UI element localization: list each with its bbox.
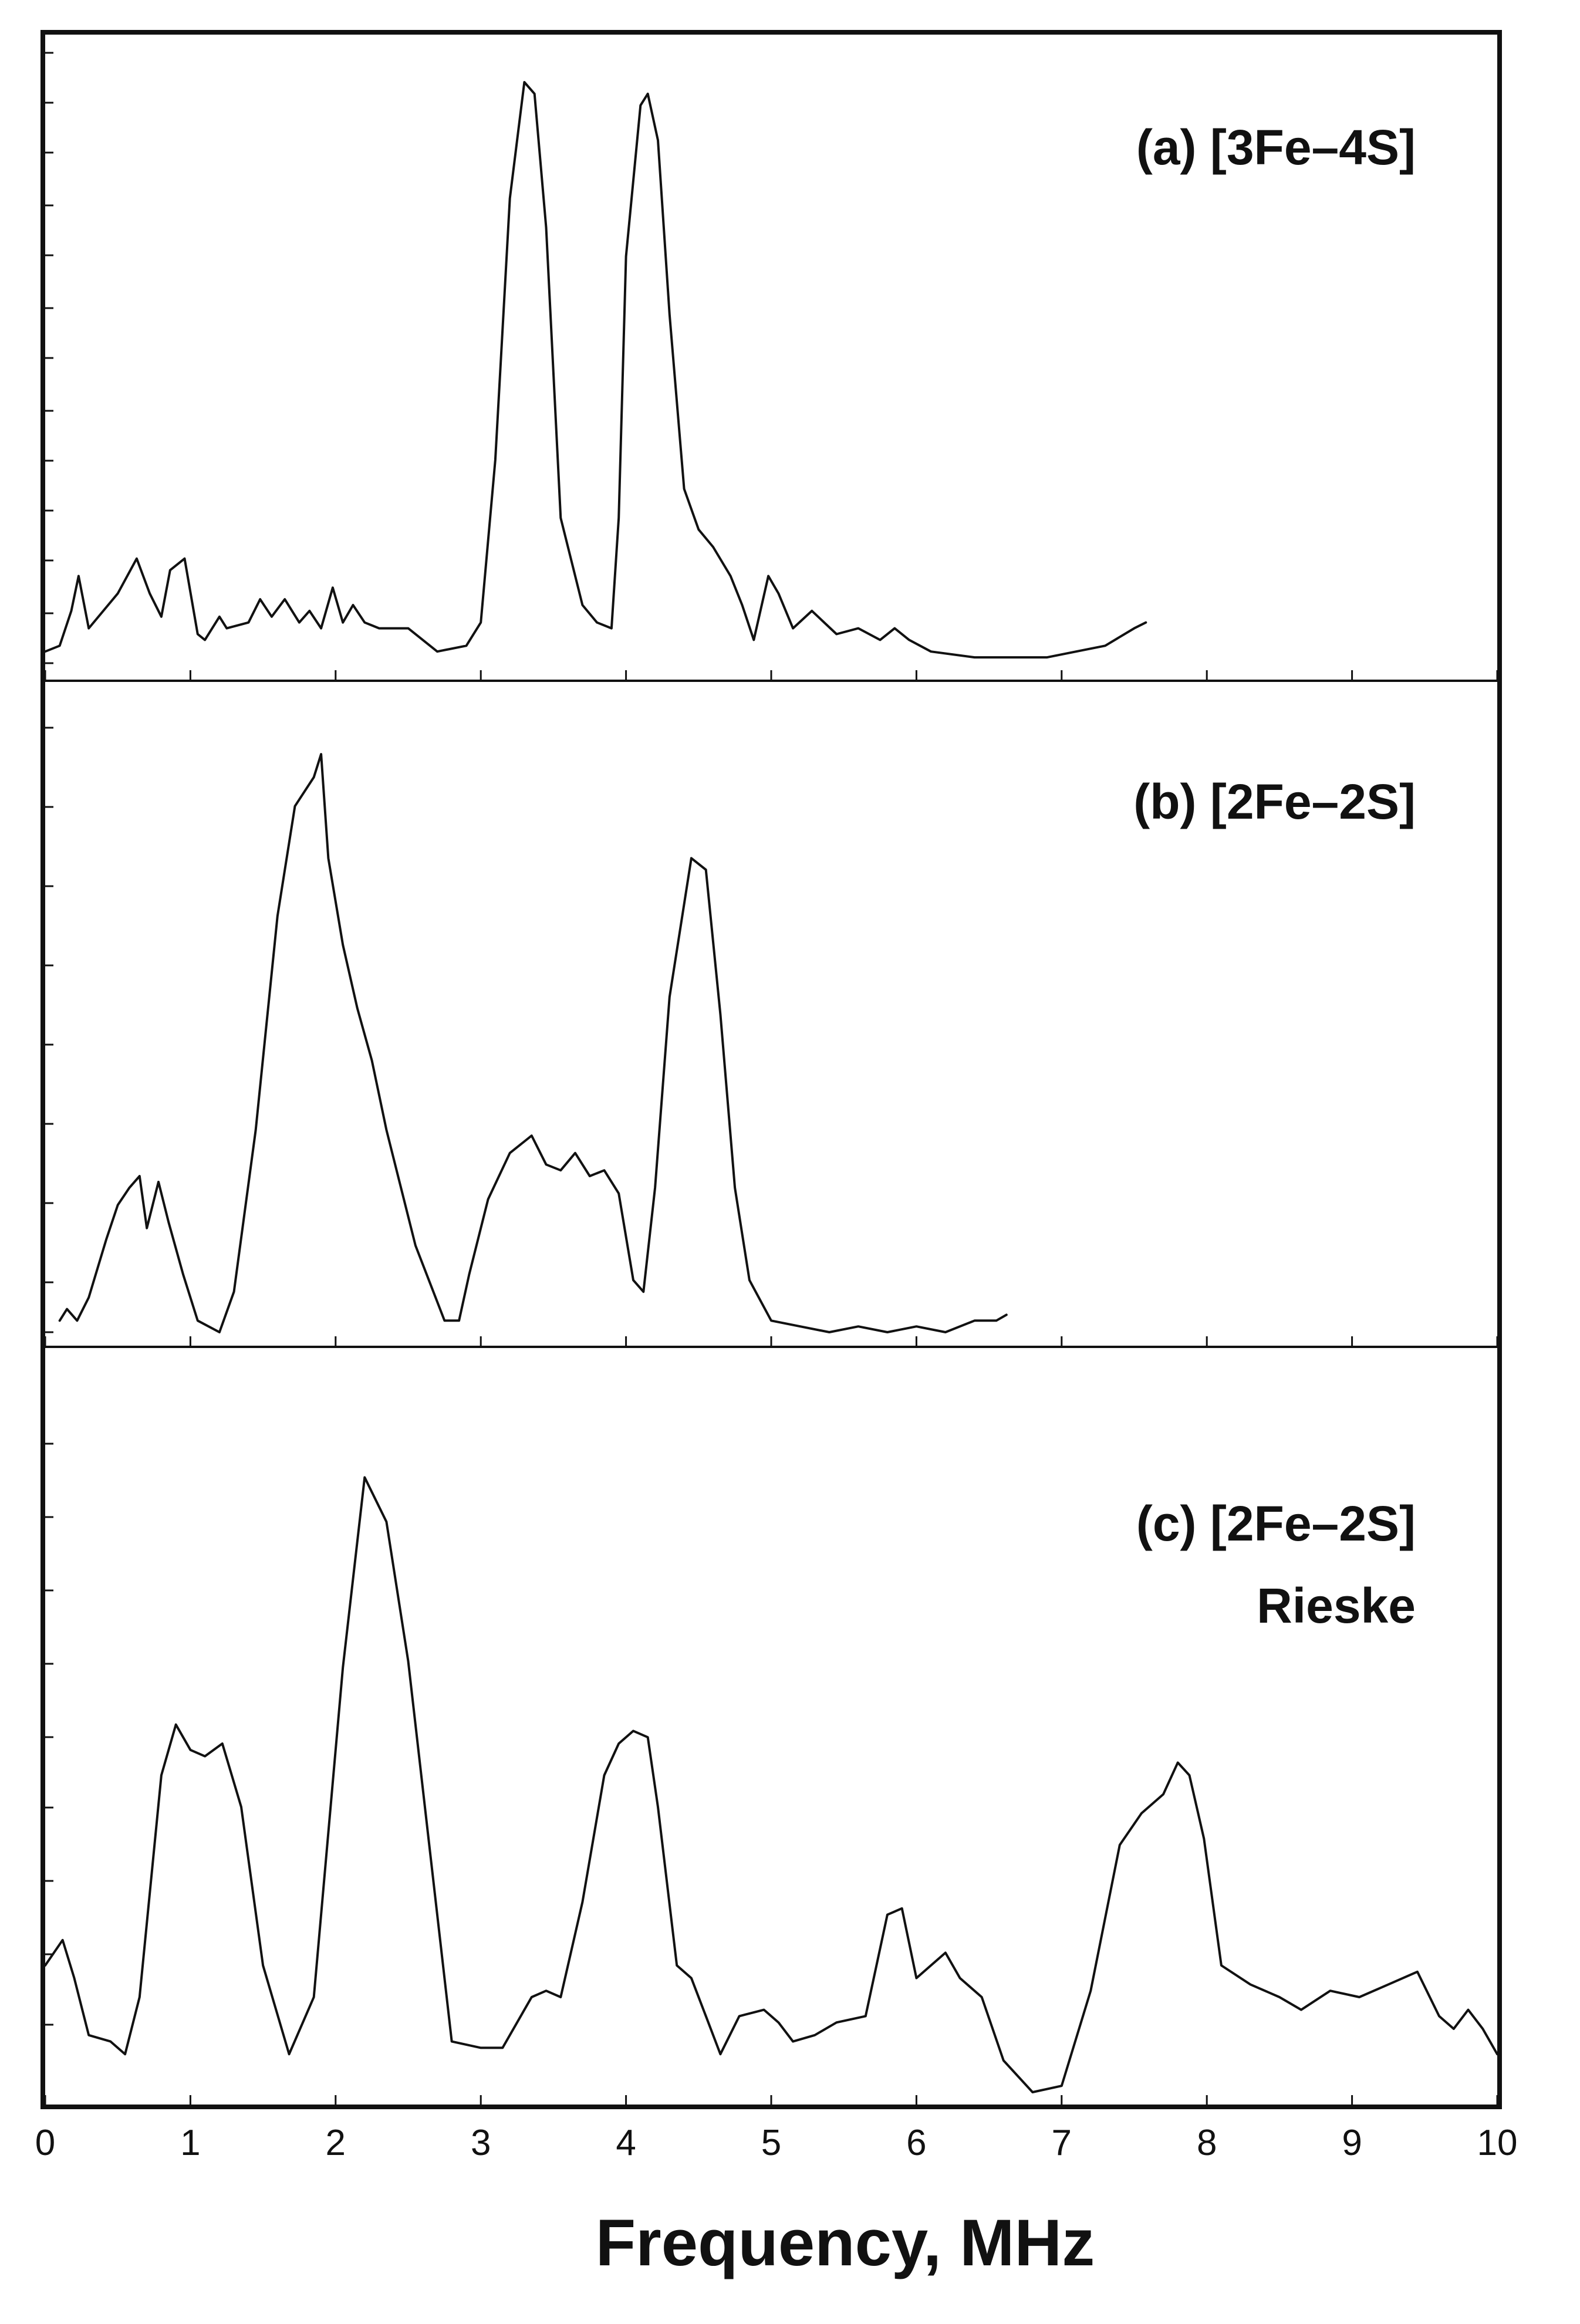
spectrum-b-line	[58, 753, 1008, 1333]
panel-c-sublabel: Rieske	[1257, 1578, 1416, 1633]
x-tick-label: 10	[1477, 2123, 1518, 2163]
tick-marks: 0 1 2 3 4 5 6 7 8 9 10	[35, 52, 1518, 2163]
spectrum-a-line	[44, 81, 1147, 659]
panel-a-label: (a) [3Fe–4S]	[1136, 120, 1416, 175]
x-tick-label: 3	[471, 2123, 491, 2163]
x-tick-label: 2	[326, 2123, 346, 2163]
x-tick-label: 9	[1342, 2123, 1362, 2163]
x-tick-label: 0	[35, 2123, 55, 2163]
x-tick-label: 6	[906, 2123, 926, 2163]
x-tick-label: 1	[180, 2123, 200, 2163]
x-tick-label: 7	[1052, 2123, 1072, 2163]
panel-b-label: (b) [2Fe–2S]	[1133, 774, 1416, 829]
spectrum-c-line	[44, 1476, 1498, 2093]
x-tick-label: 5	[761, 2123, 781, 2163]
x-tick-label: 8	[1197, 2123, 1217, 2163]
x-tick-label: 4	[616, 2123, 636, 2163]
panel-c-label: (c) [2Fe–2S]	[1136, 1496, 1416, 1551]
plot-frame	[40, 30, 1502, 2109]
x-axis-title: Frequency, MHz	[596, 2206, 1095, 2279]
